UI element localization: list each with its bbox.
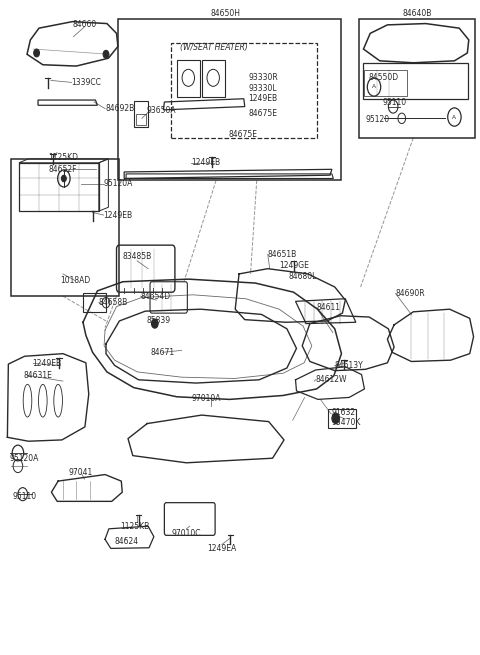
Circle shape [34, 49, 39, 57]
Text: 84650H: 84650H [211, 9, 240, 18]
Text: 84612W: 84612W [316, 375, 347, 384]
Bar [364, 70, 407, 96]
Text: 84651B: 84651B [268, 250, 297, 259]
Text: 1249EA: 1249EA [207, 544, 237, 553]
Text: 84624: 84624 [114, 537, 138, 546]
Text: 1249EB: 1249EB [32, 359, 61, 368]
Bar [84, 293, 107, 312]
Bar [136, 115, 146, 125]
Text: 84654D: 84654D [141, 291, 170, 301]
Text: 91632: 91632 [332, 408, 356, 417]
Bar [134, 102, 148, 128]
Bar [202, 60, 225, 98]
Text: 1018AD: 1018AD [60, 276, 90, 285]
Text: 1249EB: 1249EB [249, 94, 278, 103]
Text: 97041: 97041 [69, 468, 93, 477]
Text: A: A [372, 84, 376, 90]
Text: 84692B: 84692B [105, 104, 134, 113]
Text: 1125KB: 1125KB [120, 522, 149, 531]
Text: 84680L: 84680L [289, 272, 317, 281]
Text: 1249EB: 1249EB [191, 159, 220, 167]
Text: 84611: 84611 [317, 303, 341, 312]
Text: 84675E: 84675E [228, 130, 257, 139]
Text: 93330R: 93330R [249, 73, 278, 83]
Text: 95110: 95110 [12, 492, 37, 500]
Text: 1249EB: 1249EB [104, 210, 133, 219]
Text: 84671: 84671 [150, 348, 175, 357]
Bar [327, 409, 356, 428]
Bar [11, 159, 120, 296]
Text: 97010A: 97010A [191, 394, 221, 403]
Bar [359, 19, 476, 138]
Text: 84631E: 84631E [24, 371, 52, 380]
Text: 84640B: 84640B [402, 9, 432, 18]
Text: 84613Y: 84613Y [335, 361, 363, 370]
Text: A: A [453, 115, 456, 119]
Text: 84675E: 84675E [249, 109, 277, 118]
Text: 1339CC: 1339CC [72, 78, 101, 87]
Circle shape [332, 413, 339, 424]
Text: 93650A: 93650A [147, 106, 176, 115]
Text: 84550D: 84550D [368, 73, 398, 83]
Text: 97010C: 97010C [172, 529, 201, 538]
Text: 93330L: 93330L [249, 84, 277, 93]
Text: 95110: 95110 [383, 98, 407, 107]
Text: 84690R: 84690R [396, 289, 425, 298]
Bar [170, 43, 317, 138]
Text: 95120: 95120 [365, 115, 390, 124]
Bar [118, 19, 340, 180]
Bar [362, 64, 468, 99]
Text: 95470K: 95470K [332, 419, 361, 428]
Text: 85839: 85839 [147, 316, 171, 326]
Text: 83485B: 83485B [122, 252, 152, 261]
Circle shape [152, 319, 158, 328]
Text: 95120A: 95120A [9, 454, 39, 462]
Circle shape [61, 175, 66, 181]
Text: 84660: 84660 [72, 20, 96, 29]
Text: 1249GE: 1249GE [279, 261, 309, 270]
Bar [177, 60, 200, 98]
Text: 84658B: 84658B [99, 298, 128, 307]
Text: 84652F: 84652F [48, 165, 77, 174]
Text: (W/SEAT HEATER): (W/SEAT HEATER) [180, 43, 248, 52]
Circle shape [103, 50, 109, 58]
Text: 1125KD: 1125KD [48, 153, 79, 162]
Text: 95120A: 95120A [104, 179, 133, 188]
